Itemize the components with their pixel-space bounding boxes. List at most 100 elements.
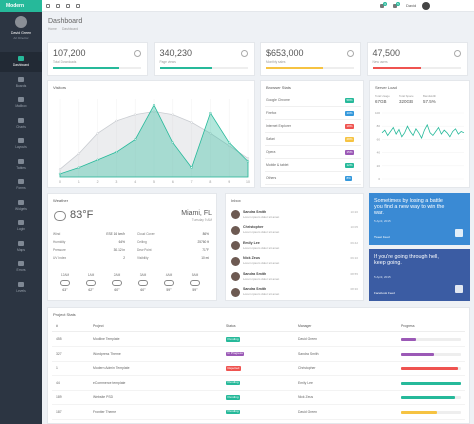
weather-value: 30.12 in [113,248,125,252]
point [152,104,156,107]
weather-temp: 83°F [70,209,94,221]
row-divider [265,106,361,107]
weather-label: Humidity [53,240,66,244]
nav-item[interactable]: Boards [0,73,42,93]
message[interactable]: Sandra Smith Lorem ipsum dolor sit amet 08… [226,285,363,300]
card-title: Browser Stats [266,85,291,90]
message-avatar [231,272,240,281]
stat-value: 107,200 [53,48,86,58]
project-manager: Sandra Smith [298,351,319,356]
nav-item[interactable]: Dashboard [0,52,42,72]
card-title: Project Stats [53,312,76,317]
avatar [15,16,27,28]
nav-item[interactable]: Login [0,216,42,236]
feed-source[interactable]: Facebook Feed [374,291,395,295]
point [115,119,118,122]
card-title: Inbox [231,198,241,203]
nav-icon [18,220,24,225]
nav-icon [18,117,24,123]
breadcrumb[interactable]: Home [48,27,57,31]
topbar-icon[interactable] [393,4,397,8]
nav-label: Forms [16,186,26,190]
message-name: Sandra Smith [243,209,267,214]
forecast-time: 1AM [87,273,95,277]
topbar-icon[interactable] [46,4,50,8]
point [77,152,80,155]
breadcrumb[interactable]: Dashboard [62,27,79,31]
project-manager: Emily Lee [298,380,313,385]
weather-label: Pressure [53,248,66,252]
forecast-temp: 59° [166,288,172,292]
forecast-icon [60,280,70,286]
topbar-user[interactable]: David [406,3,417,8]
topbar-icon[interactable] [56,4,60,8]
nav-item[interactable]: Charts [0,114,42,134]
progress-bar [401,338,416,341]
inbox-card: Inbox Sandra Smith Lorem ipsum dolor sit a… [225,193,364,301]
weather-value: ESE 16 km/h [106,232,125,236]
nav-label: Levels [16,288,26,293]
quote: Sometimes by losing a battle you find a … [374,198,445,217]
message[interactable]: Nick Zeus Lorem ipsum dolor sit amet 09:10 [226,254,363,269]
status-badge: Pending [226,380,241,386]
message[interactable]: Emily Lee Lorem ipsum dolor sit amet 09:42 [226,238,363,253]
progress-bar [53,67,119,69]
stat-card: 107,200 Total Downloads [47,42,148,76]
stat-icon [453,50,461,57]
nav-label: Maps [16,247,26,252]
progress-track [372,67,461,69]
browser-badge: 10% [345,110,355,116]
x-tick-label: 8 [209,180,211,184]
message-text: Lorem ipsum dolor sit amet [243,245,280,250]
message[interactable]: Sandra Smith Lorem ipsum dolor sit amet 10… [226,207,363,222]
nav-item[interactable]: Forms [0,175,42,195]
project-name: Website PSD [93,395,114,399]
progress-bar [266,67,324,69]
topbar-icon[interactable] [380,4,384,8]
nav-label: Tables [16,165,26,170]
message[interactable]: Christopher Lorem ipsum dolor sit amet 10:… [226,223,363,238]
weather-label: Dew Point [137,248,152,252]
message[interactable]: Sandra Smith Lorem ipsum dolor sit amet 08… [226,269,363,284]
status-badge: In Progress [226,351,245,357]
feed-source[interactable]: Tweet Feed [374,235,390,239]
nav-label: Boards [15,83,27,88]
message-avatar [231,256,240,266]
stat-value: 340,230 [159,48,193,58]
project-id: 187 [56,409,62,414]
row-divider [265,145,361,146]
message-time: 09:42 [350,240,358,245]
nav-item[interactable]: Mailbox [0,93,42,113]
point [171,141,174,144]
topbar-icon[interactable] [76,4,80,8]
point [77,166,80,169]
message-name: Christopher [243,225,264,229]
point [58,168,62,171]
server-chart: 0 20 40 60 80 100 [375,111,465,181]
nav-icon [18,179,24,184]
stat-value: 47,500 [372,48,401,58]
progress-bar [401,410,437,414]
nav-item[interactable]: Tables [0,155,42,175]
nav-item[interactable]: Levels [0,278,42,298]
area [59,111,249,178]
forecast-time: 2AM [113,273,121,277]
browser-name: Mobile & tablet [266,163,289,167]
x-tick-label: 3 [115,180,117,184]
nav-item[interactable]: Widgets [0,196,42,216]
column-header: Manager [298,324,312,328]
project-name: Wordpress Theme [93,351,121,356]
row-divider [265,158,361,159]
browser-name: Google Chrome [266,98,290,102]
nav-item[interactable]: Errors [0,257,42,277]
social-icon [455,285,463,293]
row-divider [265,184,361,185]
forecast-time: 12AM [60,273,70,277]
forecast-icon [86,280,96,286]
message-avatar [231,225,240,235]
topbar-icon[interactable] [66,4,70,8]
nav-label: Charts [16,124,26,129]
row-divider [52,346,465,347]
nav-item[interactable]: Maps [0,237,42,257]
nav-item[interactable]: Layouts [0,134,42,154]
